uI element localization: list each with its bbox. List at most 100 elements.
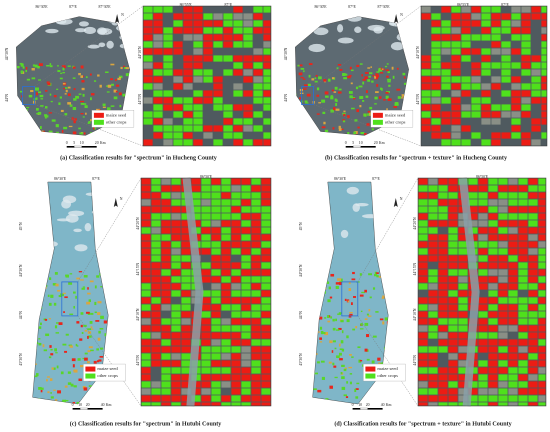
- field: [418, 395, 428, 402]
- lat-label: 44°20'N: [413, 217, 417, 230]
- crop-patch: [41, 401, 44, 404]
- crop-patch: [130, 395, 133, 397]
- field: [141, 311, 151, 318]
- field: [253, 97, 263, 104]
- crop-patch: [311, 78, 315, 81]
- field: [461, 34, 471, 41]
- crop-patch: [383, 347, 387, 350]
- field: [541, 62, 547, 69]
- crop-patch: [53, 302, 57, 306]
- field: [528, 339, 538, 346]
- field: [428, 213, 438, 220]
- field: [151, 332, 161, 339]
- crop-patch: [360, 323, 363, 326]
- field: [478, 178, 488, 185]
- lat-label: 44°N: [284, 94, 288, 102]
- field: [421, 97, 431, 104]
- field: [428, 290, 438, 297]
- crop-patch: [312, 371, 315, 376]
- crop-patch: [89, 393, 93, 396]
- field: [231, 318, 241, 325]
- crop-patch: [61, 65, 65, 67]
- crop-patch: [34, 375, 38, 378]
- field: [183, 55, 193, 62]
- crop-patch: [93, 395, 96, 398]
- field: [438, 311, 448, 318]
- field: [538, 192, 546, 199]
- lat-label: 44°30'N: [299, 264, 303, 277]
- field: [498, 199, 508, 206]
- crop-patch: [76, 345, 79, 347]
- field: [521, 104, 531, 111]
- crop-patch: [98, 330, 101, 334]
- field: [261, 199, 271, 206]
- field: [223, 20, 233, 27]
- field: [181, 402, 191, 406]
- field: [521, 111, 531, 118]
- field: [231, 262, 241, 269]
- crop-patch: [87, 287, 89, 290]
- crop-patch: [359, 294, 364, 297]
- field: [143, 13, 153, 20]
- field: [448, 185, 458, 192]
- crop-patch: [336, 67, 339, 70]
- scale-label: 10: [359, 141, 363, 145]
- crop-patch: [334, 98, 337, 102]
- crop-patch: [359, 273, 362, 276]
- crop-patch: [408, 310, 411, 312]
- field: [181, 367, 191, 374]
- crop-patch: [88, 133, 93, 136]
- crop-patch: [87, 328, 92, 331]
- crop-patch: [90, 349, 94, 352]
- field: [191, 395, 201, 402]
- field: [438, 346, 448, 353]
- field: [448, 178, 458, 185]
- field: [211, 255, 221, 262]
- crop-patch: [406, 313, 408, 314]
- crop-patch: [377, 357, 381, 361]
- field: [253, 48, 263, 55]
- field: [438, 234, 448, 241]
- crop-patch: [69, 273, 73, 275]
- field: [458, 367, 468, 374]
- field: [141, 360, 151, 367]
- field: [201, 318, 211, 325]
- crop-patch: [332, 318, 335, 322]
- field: [448, 381, 458, 388]
- crop-patch: [32, 336, 35, 340]
- crop-patch: [314, 139, 316, 142]
- field: [161, 199, 171, 206]
- field: [231, 388, 241, 395]
- field: [498, 367, 508, 374]
- field: [471, 69, 481, 76]
- field: [488, 241, 498, 248]
- crop-patch: [295, 101, 298, 105]
- field: [231, 353, 241, 360]
- field: [498, 381, 508, 388]
- crop-patch: [48, 112, 53, 114]
- crop-patch: [359, 63, 363, 65]
- crop-patch: [65, 89, 68, 93]
- field: [528, 206, 538, 213]
- field: [141, 227, 151, 234]
- crop-patch: [22, 129, 25, 132]
- field: [478, 339, 488, 346]
- crop-patch: [49, 136, 51, 137]
- crop-patch: [356, 64, 360, 68]
- crop-patch: [84, 352, 88, 355]
- field: [428, 192, 438, 199]
- field: [203, 132, 213, 139]
- field: [183, 6, 193, 13]
- field: [521, 69, 531, 76]
- field: [448, 220, 458, 227]
- field: [251, 374, 261, 381]
- field: [221, 255, 231, 262]
- field: [143, 111, 153, 118]
- crop-patch: [83, 324, 87, 327]
- crop-patch: [94, 396, 97, 398]
- field: [458, 283, 468, 290]
- crop-patch: [346, 381, 349, 384]
- crop-patch: [316, 87, 320, 91]
- field: [418, 192, 428, 199]
- field: [528, 276, 538, 283]
